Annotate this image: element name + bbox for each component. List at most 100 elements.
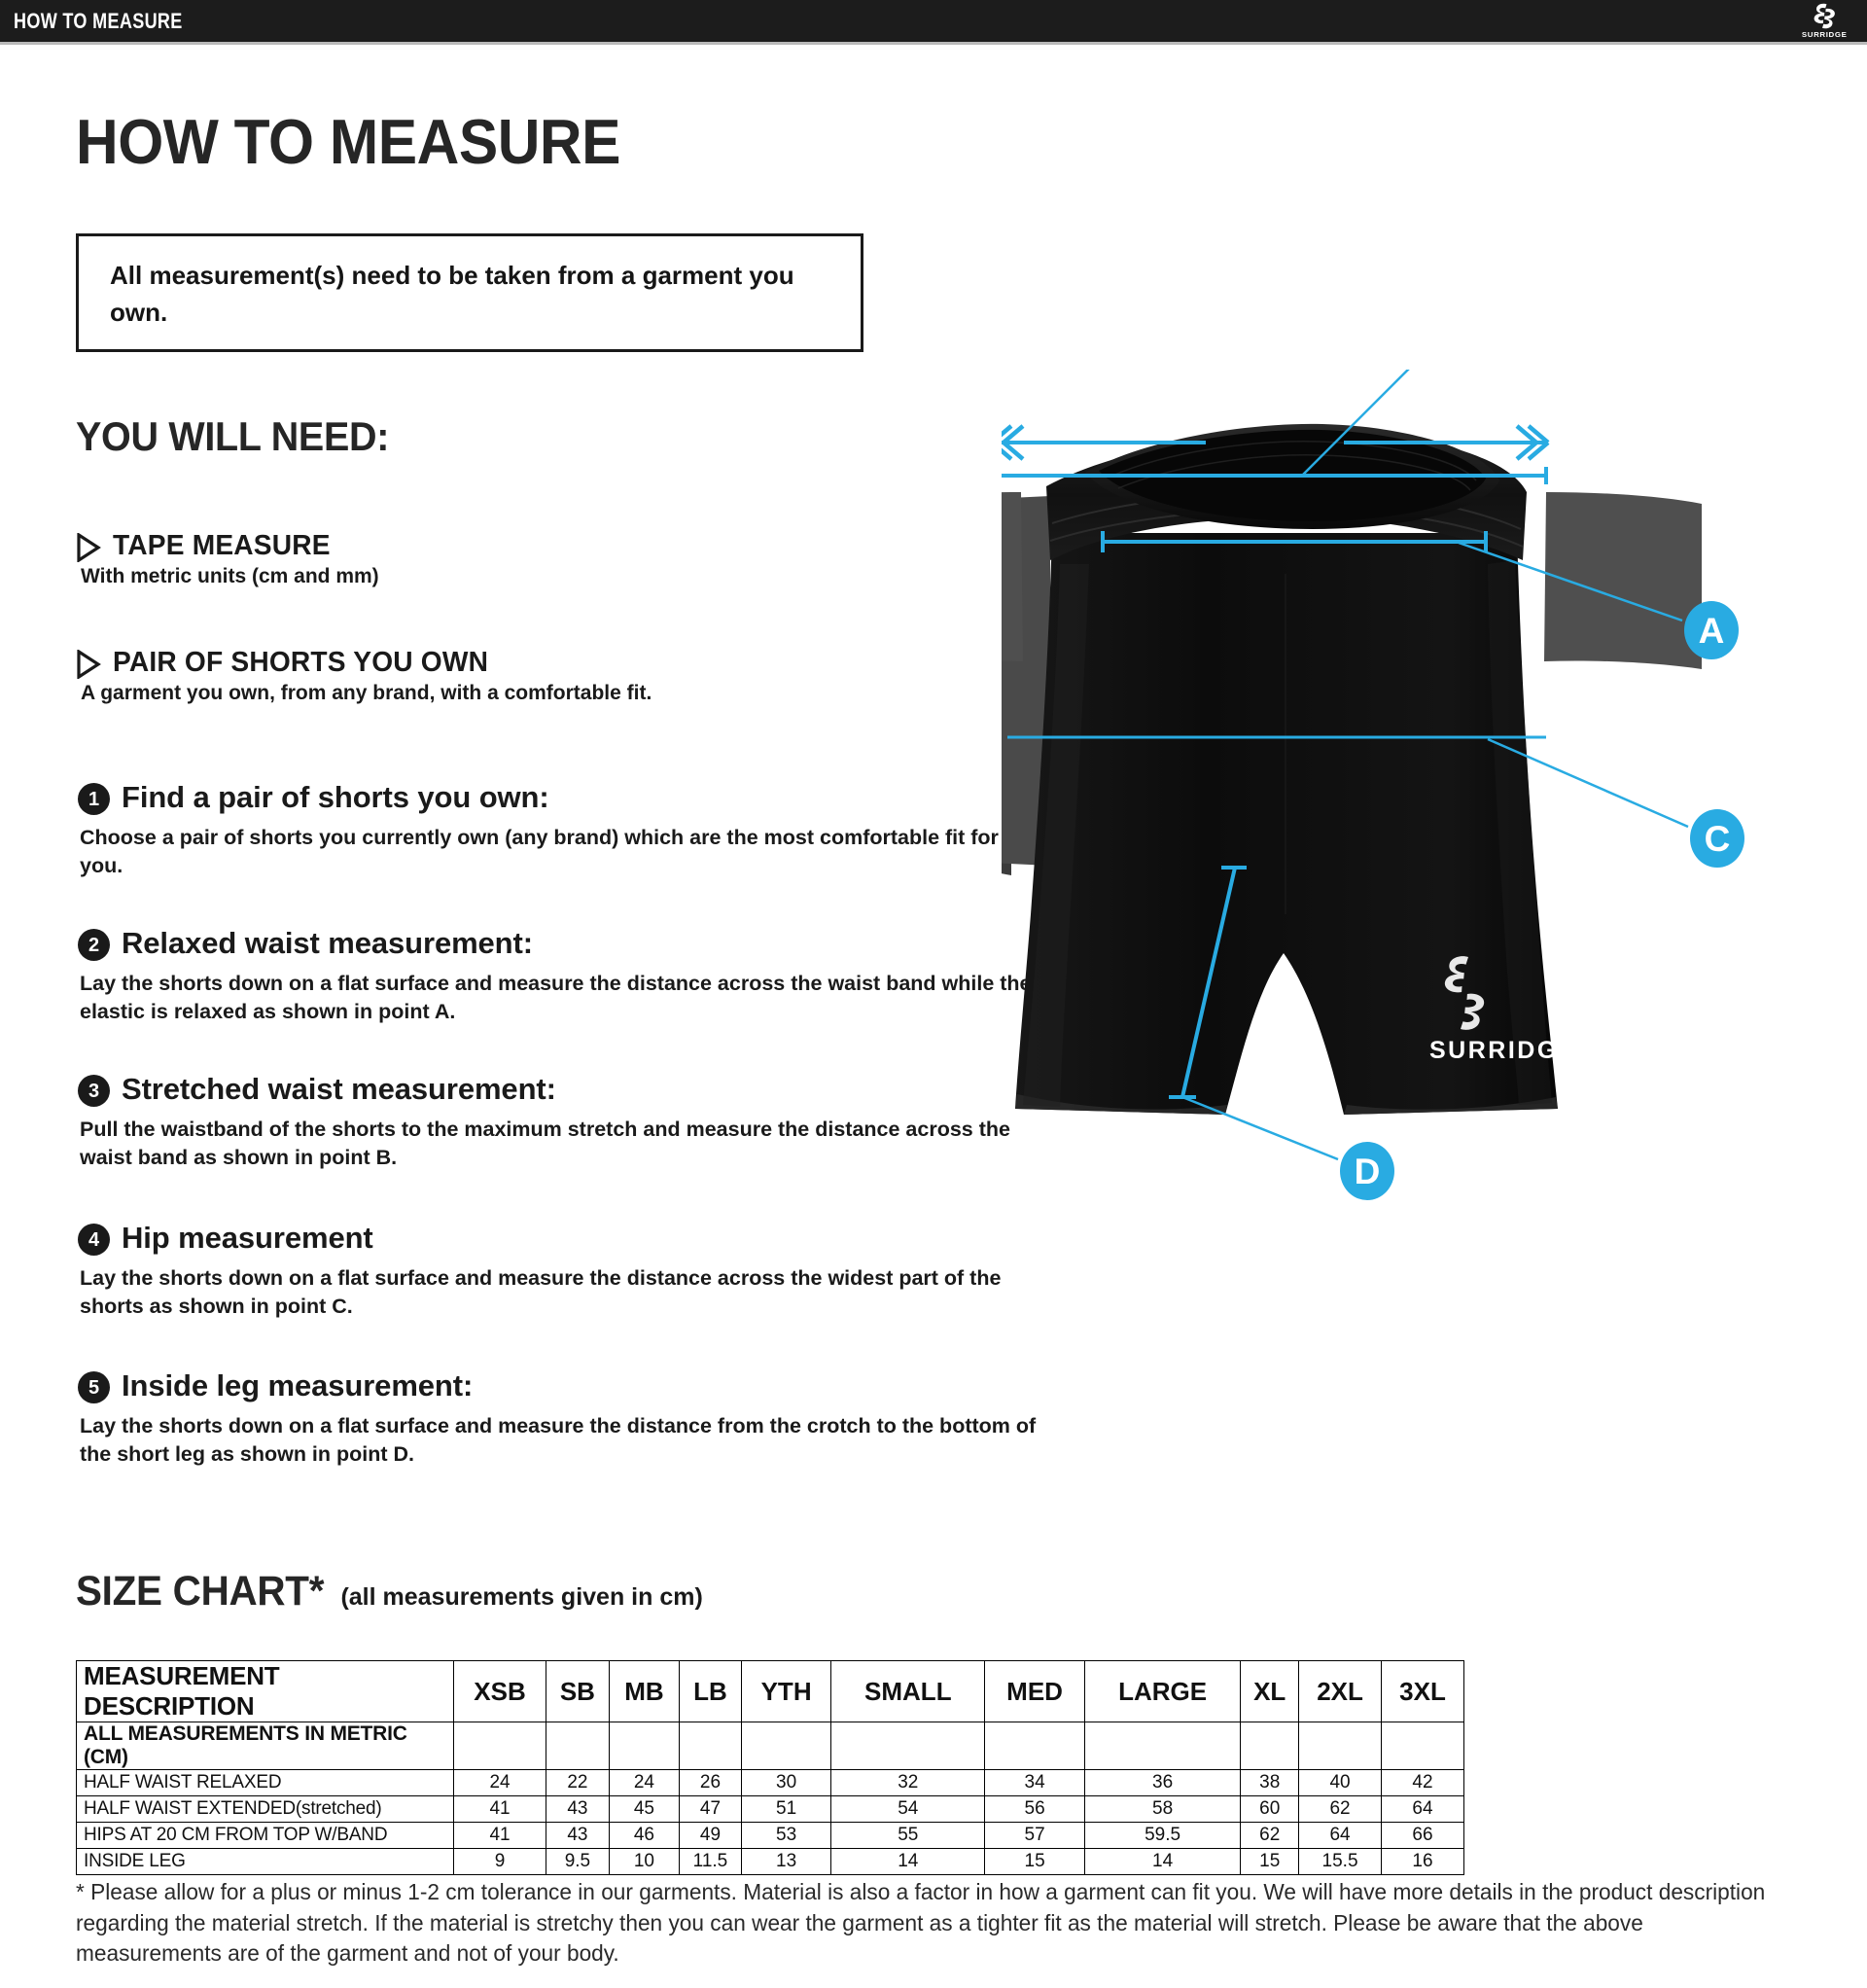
garment-surridge-logo: SURRIDGE [1429, 956, 1577, 1064]
table-col-header-xsb: XSB [452, 1660, 547, 1722]
table-cell: 34 [984, 1769, 1085, 1796]
table-cell: 43 [546, 1822, 610, 1849]
marker-b-dimension [1002, 370, 1550, 484]
size-chart-heading-sub: (all measurements given in cm) [340, 1583, 703, 1611]
table-cell [452, 1722, 547, 1770]
table-cell: 32 [830, 1769, 986, 1796]
table-cell-row-label: INSIDE LEG [76, 1848, 454, 1875]
table-cell: 42 [1381, 1769, 1464, 1796]
table-row-metric-note: ALL MEASUREMENTS IN METRIC (CM) [76, 1722, 1464, 1770]
table-col-header-lb: LB [679, 1660, 742, 1722]
table-cell [740, 1722, 832, 1770]
step-title: Find a pair of shorts you own: [122, 780, 549, 814]
table-cell: 53 [740, 1822, 832, 1849]
table-cell [1083, 1722, 1242, 1770]
table-col-header-description: MEASUREMENT DESCRIPTION [76, 1660, 454, 1722]
table-cell: 58 [1083, 1795, 1242, 1823]
you-will-need-heading: YOU WILL NEED: [76, 413, 390, 459]
step-title: Stretched waist measurement: [122, 1072, 556, 1106]
step-title: Hip measurement [122, 1221, 373, 1255]
step-body: Choose a pair of shorts you currently ow… [80, 826, 999, 877]
table-col-header-2xl: 2XL [1298, 1660, 1382, 1722]
table-cell: 41 [452, 1822, 547, 1849]
marker-badge-a-label: A [1699, 611, 1725, 651]
table-cell: 62 [1298, 1795, 1382, 1823]
size-chart-table: MEASUREMENT DESCRIPTION XSB SB MB LB YTH… [76, 1660, 1464, 1875]
size-chart-heading-main: SIZE CHART* [76, 1568, 325, 1615]
table-col-header-3xl: 3XL [1381, 1660, 1464, 1722]
table-cell: 9 [452, 1848, 547, 1875]
step-body: Pull the waistband of the shorts to the … [80, 1118, 1010, 1169]
measurement-annotations [1002, 370, 1689, 1161]
table-cell [679, 1722, 742, 1770]
table-cell: 56 [984, 1795, 1085, 1823]
table-cell-row-label: HALF WAIST RELAXED [76, 1769, 454, 1796]
table-cell: 60 [1240, 1795, 1300, 1823]
table-header-row: MEASUREMENT DESCRIPTION XSB SB MB LB YTH… [76, 1660, 1464, 1722]
table-cell: 15 [984, 1848, 1085, 1875]
step-body: Lay the shorts down on a flat surface an… [80, 1266, 1002, 1318]
table-col-header-sb: SB [546, 1660, 610, 1722]
table-col-header-yth: YTH [740, 1660, 832, 1722]
surridge-logo: SURRIDGE [1793, 3, 1855, 40]
step-title: Relaxed waist measurement: [122, 926, 533, 960]
table-cell: 51 [740, 1795, 832, 1823]
step-number-badge: 2 [78, 929, 110, 961]
table-cell [1240, 1722, 1300, 1770]
table-cell: 64 [1381, 1795, 1464, 1823]
notice-box: All measurement(s) need to be taken from… [76, 233, 863, 352]
marker-badge-d-label: D [1355, 1152, 1381, 1191]
table-col-header-med: MED [984, 1660, 1085, 1722]
table-cell: 15.5 [1298, 1848, 1382, 1875]
marker-a-dimension [1101, 531, 1683, 622]
table-cell-metric-note: ALL MEASUREMENTS IN METRIC (CM) [76, 1722, 454, 1770]
table-row: HALF WAIST EXTENDED(stretched) 41 43 45 … [76, 1795, 1464, 1823]
notice-text: All measurement(s) need to be taken from… [110, 261, 794, 327]
table-row: HALF WAIST RELAXED 24 22 24 26 30 32 34 … [76, 1769, 1464, 1796]
garment-back-left [1002, 492, 1023, 661]
table-cell: 11.5 [679, 1848, 742, 1875]
table-cell: 66 [1381, 1822, 1464, 1849]
table-cell: 59.5 [1083, 1822, 1242, 1849]
table-cell: 14 [830, 1848, 986, 1875]
table-cell: 9.5 [546, 1848, 610, 1875]
step-title: Inside leg measurement: [122, 1368, 474, 1402]
table-cell: 55 [830, 1822, 986, 1849]
table-cell-row-label: HIPS AT 20 CM FROM TOP W/BAND [76, 1822, 454, 1849]
table-cell: 38 [1240, 1769, 1300, 1796]
table-cell: 22 [546, 1769, 610, 1796]
step-number-badge: 5 [78, 1371, 110, 1403]
marker-badge-c-label: C [1705, 819, 1731, 859]
table-cell: 47 [679, 1795, 742, 1823]
step-number-badge: 3 [78, 1075, 110, 1107]
table-col-header-small: SMALL [830, 1660, 986, 1722]
step-number-badge: 1 [78, 783, 110, 815]
marker-c-dimension [1007, 735, 1689, 829]
table-cell: 13 [740, 1848, 832, 1875]
table-cell: 64 [1298, 1822, 1382, 1849]
marker-badge-d: D [1340, 1142, 1394, 1200]
table-cell: 15 [1240, 1848, 1300, 1875]
step-number-badge: 4 [78, 1224, 110, 1256]
shorts-illustration: SURRIDGE [1002, 370, 1867, 1556]
surridge-logo-wordmark: SURRIDGE [1801, 30, 1848, 39]
table-col-header-xl: XL [1240, 1660, 1300, 1722]
table-cell [984, 1722, 1085, 1770]
marker-d-dimension [1169, 866, 1339, 1161]
garment-back-right [1544, 492, 1702, 669]
garment-logo-text: SURRIDGE [1429, 1037, 1577, 1064]
marker-badge-c: C [1690, 809, 1744, 868]
need-item-title: PAIR OF SHORTS YOU OWN [113, 647, 489, 678]
table-cell: 14 [1083, 1848, 1242, 1875]
table-cell: 26 [679, 1769, 742, 1796]
table-cell: 10 [608, 1848, 681, 1875]
table-row: HIPS AT 20 CM FROM TOP W/BAND 41 43 46 4… [76, 1822, 1464, 1849]
table-cell: 24 [452, 1769, 547, 1796]
surridge-s-logo-icon [1814, 3, 1835, 29]
table-cell: 41 [452, 1795, 547, 1823]
table-cell: 49 [679, 1822, 742, 1849]
top-bar-title: HOW TO MEASURE [14, 9, 183, 33]
table-cell: 30 [740, 1769, 832, 1796]
shorts-body: SURRIDGE [1015, 423, 1577, 1115]
